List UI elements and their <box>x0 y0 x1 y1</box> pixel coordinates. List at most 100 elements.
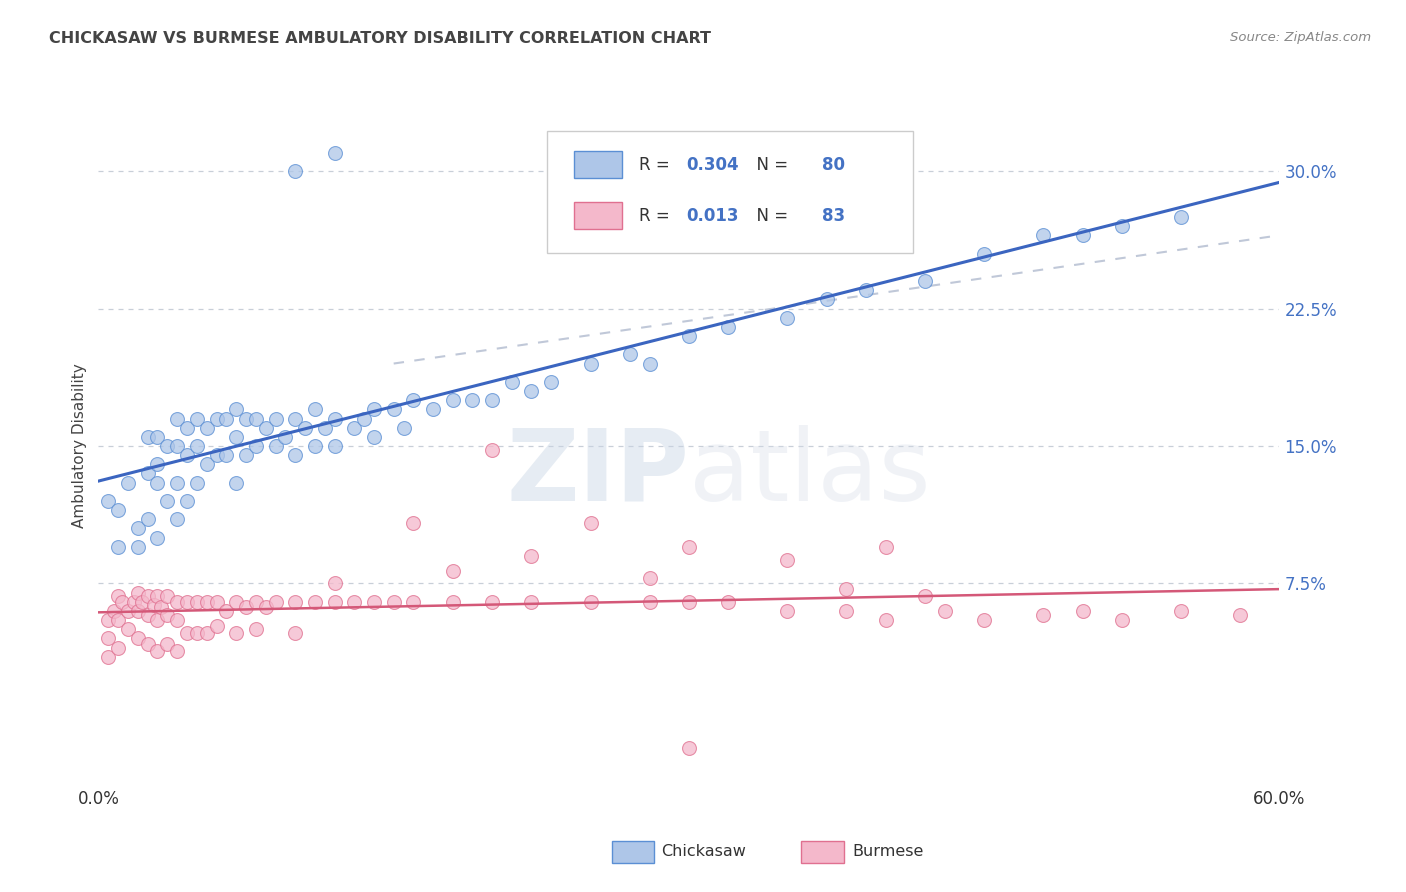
Point <box>717 319 740 334</box>
Point <box>934 604 956 618</box>
Point <box>136 607 159 622</box>
Point <box>776 310 799 325</box>
Text: 0.013: 0.013 <box>686 207 740 225</box>
Point <box>146 531 169 545</box>
Point <box>1170 604 1192 618</box>
Point <box>107 640 129 655</box>
Point <box>97 649 120 664</box>
Point <box>461 393 484 408</box>
Point <box>1071 604 1094 618</box>
Text: Source: ZipAtlas.com: Source: ZipAtlas.com <box>1230 31 1371 45</box>
Text: Chickasaw: Chickasaw <box>661 845 745 859</box>
Point <box>441 393 464 408</box>
Point <box>855 283 877 297</box>
Point <box>103 604 125 618</box>
Point <box>441 595 464 609</box>
Point <box>225 402 247 417</box>
Point <box>1170 210 1192 224</box>
Point <box>156 589 179 603</box>
Point <box>353 411 375 425</box>
Point <box>875 540 897 554</box>
Point <box>176 420 198 434</box>
Text: 0.304: 0.304 <box>686 156 740 174</box>
Point <box>501 375 523 389</box>
Point <box>176 626 198 640</box>
Point <box>97 632 120 646</box>
Point <box>382 595 405 609</box>
Point <box>835 604 858 618</box>
Point <box>776 604 799 618</box>
Point <box>1111 219 1133 234</box>
Text: Burmese: Burmese <box>852 845 924 859</box>
Point <box>254 420 277 434</box>
Point <box>97 613 120 627</box>
Point <box>235 411 257 425</box>
Point <box>579 357 602 371</box>
Point <box>186 626 208 640</box>
Point <box>815 293 838 307</box>
Point <box>294 420 316 434</box>
Point <box>619 347 641 361</box>
Bar <box>575 202 621 229</box>
Point <box>245 439 267 453</box>
Point <box>146 458 169 472</box>
Point <box>225 595 247 609</box>
Point <box>363 430 385 444</box>
Point <box>127 585 149 599</box>
Point <box>481 595 503 609</box>
Point <box>776 552 799 566</box>
Point <box>156 439 179 453</box>
Text: N =: N = <box>745 156 793 174</box>
Point <box>156 637 179 651</box>
Point <box>304 439 326 453</box>
Point <box>195 420 218 434</box>
Point <box>117 622 139 636</box>
Point <box>136 589 159 603</box>
Point <box>638 595 661 609</box>
Text: 80: 80 <box>823 156 845 174</box>
Point <box>402 393 425 408</box>
Text: R =: R = <box>640 207 675 225</box>
Point <box>284 411 307 425</box>
Point <box>225 475 247 490</box>
Point <box>914 274 936 288</box>
Point <box>156 494 179 508</box>
Point <box>678 540 700 554</box>
Point <box>107 540 129 554</box>
Point <box>186 439 208 453</box>
Point <box>422 402 444 417</box>
Point <box>264 439 287 453</box>
Y-axis label: Ambulatory Disability: Ambulatory Disability <box>72 364 87 528</box>
Point <box>973 613 995 627</box>
Point <box>973 246 995 260</box>
Point <box>107 613 129 627</box>
Point <box>284 164 307 178</box>
Point <box>520 384 543 398</box>
Point <box>343 420 366 434</box>
Point <box>166 475 188 490</box>
Point <box>1032 228 1054 243</box>
Point <box>150 600 173 615</box>
Point <box>343 595 366 609</box>
Point <box>176 494 198 508</box>
Point <box>274 430 297 444</box>
Point <box>579 516 602 530</box>
Point <box>638 571 661 585</box>
Point <box>363 402 385 417</box>
Point <box>166 613 188 627</box>
Point <box>481 442 503 457</box>
Text: 83: 83 <box>823 207 845 225</box>
Point <box>314 420 336 434</box>
Point <box>136 430 159 444</box>
Point <box>914 589 936 603</box>
Point <box>245 622 267 636</box>
Point <box>1111 613 1133 627</box>
Point <box>215 604 238 618</box>
Point <box>323 595 346 609</box>
Point <box>127 604 149 618</box>
Point <box>176 448 198 462</box>
Point <box>176 595 198 609</box>
Point <box>117 604 139 618</box>
Point <box>166 644 188 658</box>
Point <box>264 411 287 425</box>
